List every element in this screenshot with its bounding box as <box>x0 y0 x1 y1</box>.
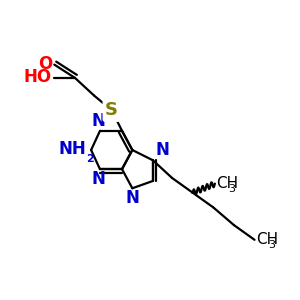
Text: N: N <box>92 170 105 188</box>
Text: NH: NH <box>58 140 86 158</box>
Text: CH: CH <box>216 176 238 191</box>
Text: 3: 3 <box>268 240 275 250</box>
Text: S: S <box>105 101 118 119</box>
Text: CH: CH <box>256 232 278 247</box>
Text: N: N <box>126 189 140 207</box>
Text: HO: HO <box>24 68 52 86</box>
Text: 3: 3 <box>229 184 236 194</box>
Text: 2: 2 <box>86 154 94 164</box>
Text: O: O <box>38 55 52 73</box>
Text: N: N <box>92 112 105 130</box>
Text: N: N <box>155 141 169 159</box>
